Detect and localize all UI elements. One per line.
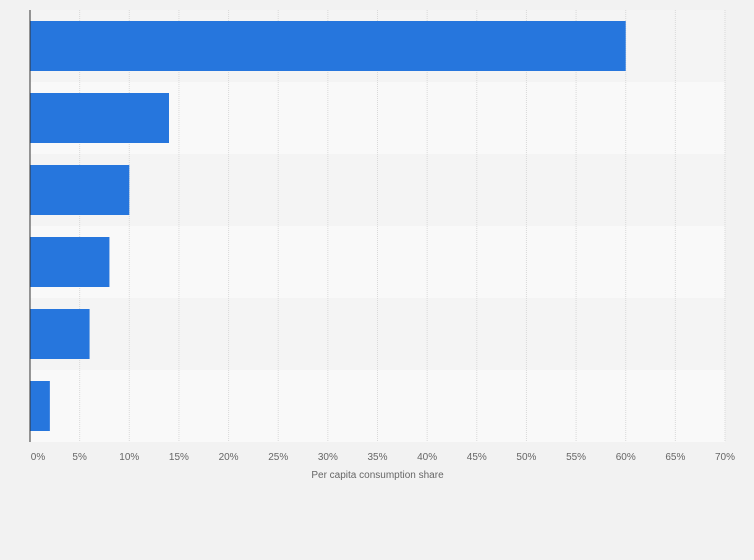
bar — [30, 21, 626, 71]
x-tick-label: 25% — [268, 452, 288, 463]
x-tick-label: 35% — [367, 452, 387, 463]
bar — [30, 93, 169, 143]
x-tick-label: 65% — [665, 452, 685, 463]
bar — [30, 165, 130, 215]
x-tick-label: 40% — [417, 452, 437, 463]
gridlines — [79, 10, 726, 442]
x-tick-label: 10% — [119, 452, 139, 463]
x-tick-label: 50% — [516, 452, 536, 463]
x-tick-label: 20% — [219, 452, 239, 463]
x-tick-label: 70% — [715, 452, 735, 463]
x-tick-label: 5% — [72, 452, 87, 463]
x-axis-title: Per capita consumption share — [311, 470, 444, 481]
bar — [30, 237, 110, 287]
bars — [30, 21, 626, 431]
bar — [30, 381, 50, 431]
bar — [30, 309, 90, 359]
x-tick-label: 30% — [318, 452, 338, 463]
x-tick-label: 45% — [467, 452, 487, 463]
x-tick-label: 60% — [616, 452, 636, 463]
x-tick-label: 0% — [31, 452, 46, 463]
x-tick-labels: 0% 5% 10% 15% 20% 25% 30% 35% 40% 45% 50% 55% 60% 65%… — [31, 452, 735, 463]
x-tick-label: 15% — [169, 452, 189, 463]
x-tick-label: 55% — [566, 452, 586, 463]
